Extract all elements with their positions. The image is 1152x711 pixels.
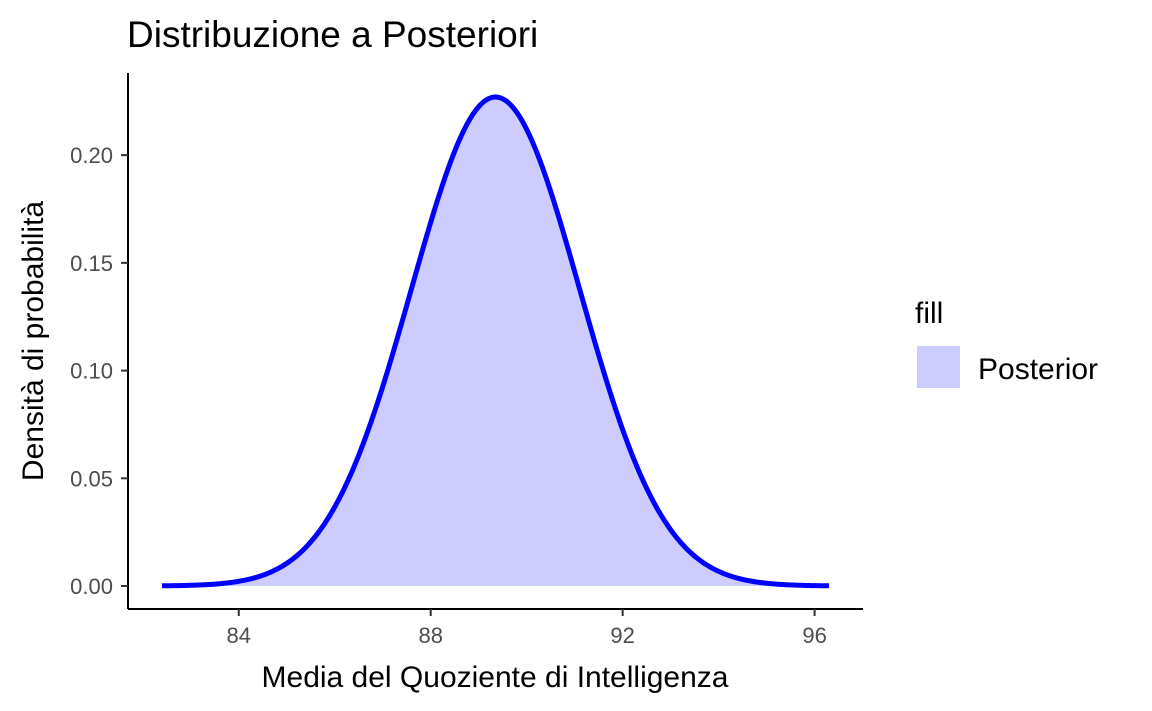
y-axis-title: Densità di probabilità <box>17 201 50 481</box>
x-tick-label: 88 <box>418 623 442 648</box>
posterior-density-line <box>161 94 830 589</box>
legend-key-posterior <box>917 346 960 388</box>
posterior-area <box>162 97 829 586</box>
legend-label-posterior: Posterior <box>978 353 1098 386</box>
legend: fill Posterior <box>915 297 1098 388</box>
x-tick-label: 92 <box>610 623 634 648</box>
x-axis-title: Media del Quoziente di Intelligenza <box>262 661 729 694</box>
x-tick-label: 84 <box>227 623 251 648</box>
legend-title: fill <box>915 297 943 330</box>
y-tick-label: 0.00 <box>70 574 113 599</box>
x-axis-ticks: 84 88 92 96 <box>227 609 827 648</box>
x-tick-label: 96 <box>802 623 826 648</box>
y-tick-label: 0.15 <box>70 251 113 276</box>
y-tick-label: 0.05 <box>70 466 113 491</box>
y-tick-label: 0.20 <box>70 143 113 168</box>
y-tick-label: 0.10 <box>70 359 113 384</box>
plot-area <box>161 94 830 589</box>
chart-title: Distribuzione a Posteriori <box>127 14 538 55</box>
y-axis-ticks: 0.00 0.05 0.10 0.15 0.20 <box>70 143 128 599</box>
